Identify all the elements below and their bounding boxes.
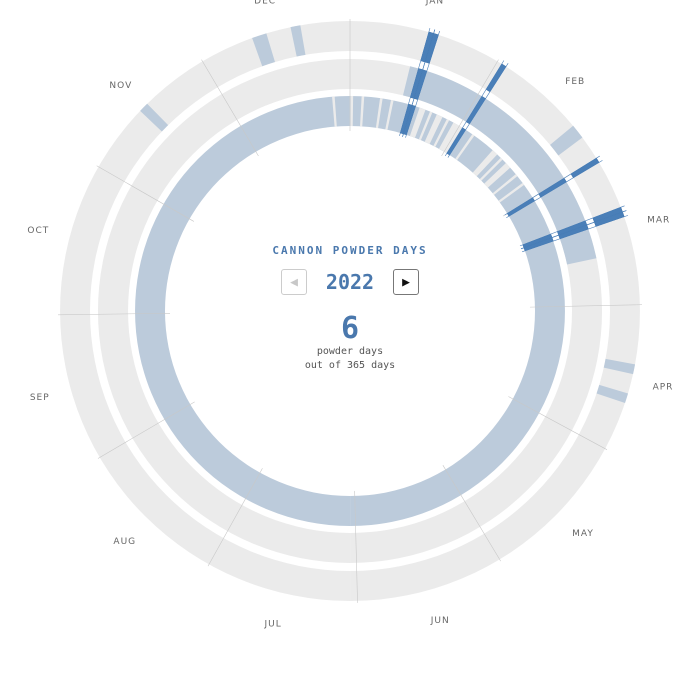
month-label-dec: DEC (254, 0, 276, 6)
inner-ring-gap-segment (433, 119, 450, 147)
month-label-jul: JUL (264, 620, 282, 630)
month-label-nov: NOV (109, 81, 132, 91)
inner-ring-gap-segment (498, 182, 525, 203)
year-selector: ◀ 2022 ▶ (250, 269, 450, 295)
days-total-label: out of 365 days (304, 360, 396, 371)
month-label-jan: JAN (425, 0, 444, 6)
inner-ring-gap-segment (385, 99, 394, 130)
month-label-oct: OCT (27, 226, 49, 236)
previous-year-button[interactable]: ◀ (281, 269, 307, 295)
powder-day-edge (520, 210, 627, 250)
inner-ring-gap-segment (472, 150, 498, 177)
month-divider (508, 396, 608, 450)
powder-days-label: powder days (316, 346, 384, 357)
middle-ring-base (97, 59, 350, 564)
inner-ring-gap-segment (360, 96, 365, 127)
month-divider (97, 401, 195, 459)
powder-day-edge (447, 63, 509, 158)
middle-ring-snow-segment (402, 66, 597, 265)
outer-ring-snow-segment (290, 25, 306, 57)
outer-ring-snow-segment (140, 103, 169, 132)
outer-ring-base (60, 21, 351, 602)
inner-ring-gap-segment (484, 163, 511, 188)
powder-day-edge (506, 160, 603, 219)
month-label-aug: AUG (113, 537, 136, 547)
month-divider (442, 465, 501, 562)
inner-ring-gap-segment (332, 96, 337, 127)
month-label-jun: JUN (430, 616, 450, 626)
powder-day-edge (399, 27, 431, 136)
inner-ring-gap-segment (350, 96, 354, 127)
powder-day-edge (445, 60, 505, 157)
inner-ring-gap-segment (375, 98, 383, 129)
outer-ring-snow-segment (603, 358, 636, 375)
powder-day-edge (504, 155, 601, 216)
month-divider (441, 59, 499, 157)
month-label-sep: SEP (30, 393, 50, 403)
month-label-mar: MAR (647, 215, 670, 225)
chart-title: CANNON POWDER DAYS (272, 244, 428, 257)
inner-ring-gap-segment (438, 122, 463, 154)
powder-day-edge (522, 215, 629, 253)
inner-ring-gap-segment (455, 134, 475, 161)
powder-day-edge (519, 205, 625, 247)
month-divider (354, 490, 358, 603)
inner-ring-base (135, 96, 350, 527)
inner-ring-gap-segment (409, 107, 426, 138)
inner-ring-gap-segment (424, 114, 443, 145)
powder-day-edge (402, 29, 436, 137)
inner-ring-gap-segment (479, 157, 503, 181)
triangle-left-icon: ◀ (290, 274, 298, 290)
center-panel: CANNON POWDER DAYS ◀ 2022 ▶ 6 powder day… (250, 244, 450, 373)
powder-day-edge (405, 30, 440, 138)
month-label-feb: FEB (565, 77, 585, 87)
month-divider (201, 59, 259, 157)
year-label: 2022 (325, 270, 375, 294)
outer-ring-base (350, 21, 640, 601)
outer-ring-snow-segment (596, 384, 629, 403)
month-divider (207, 468, 263, 567)
month-divider (58, 313, 171, 316)
next-year-button[interactable]: ▶ (392, 269, 419, 295)
month-label-apr: APR (653, 383, 674, 393)
inner-ring-base (350, 96, 565, 526)
outer-ring-snow-segment (550, 125, 583, 156)
triangle-right-icon: ▶ (402, 274, 410, 290)
month-divider (96, 165, 195, 222)
month-divider (529, 304, 642, 308)
inner-ring-gap-segment (492, 174, 518, 195)
inner-ring-gap-segment (418, 111, 433, 141)
month-label-may: MAY (572, 529, 594, 539)
powder-day-count: 6 (340, 311, 360, 346)
outer-ring-snow-segment (252, 33, 275, 67)
